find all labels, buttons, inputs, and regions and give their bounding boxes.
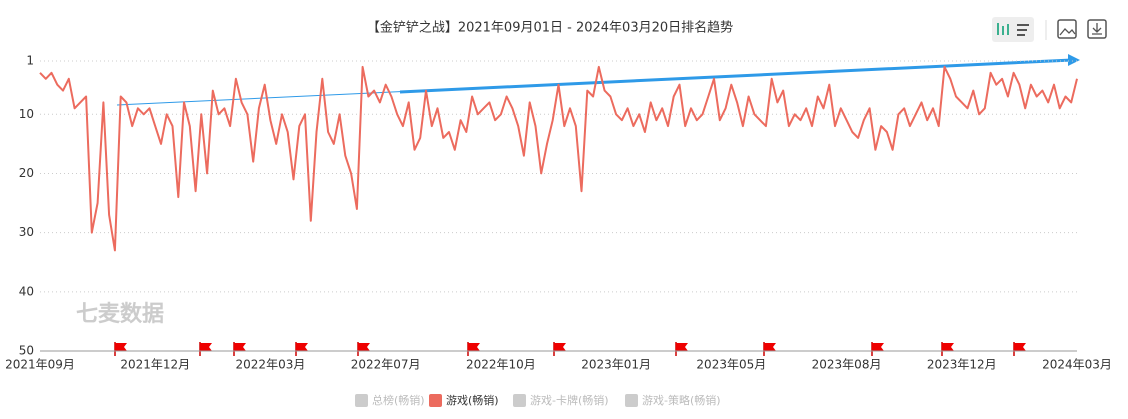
legend-label[interactable]: 游戏-策略(畅销)	[642, 393, 721, 407]
y-tick-label: 1	[26, 54, 34, 68]
y-tick-label: 10	[19, 107, 34, 121]
x-tick-label: 2021年09月	[5, 358, 75, 372]
chart-title: 【金铲铲之战】2021年09月01日 - 2024年03月20日排名趋势	[367, 20, 733, 36]
x-tick-label: 2022年10月	[466, 358, 536, 372]
y-tick-label: 50	[19, 344, 34, 358]
legend-swatch	[355, 394, 368, 407]
save-image-button[interactable]	[1057, 19, 1077, 39]
x-tick-label: 2023年08月	[812, 358, 882, 372]
flag	[234, 343, 246, 351]
trend-arrow	[399, 58, 1073, 94]
y-tick-label: 40	[19, 284, 34, 298]
flag	[468, 343, 480, 351]
flag	[296, 343, 308, 351]
legend-label[interactable]: 总榜(畅销)	[372, 393, 425, 407]
x-tick-label: 2023年05月	[696, 358, 766, 372]
x-tick-label: 2023年01月	[581, 358, 651, 372]
x-tick-label: 2022年07月	[351, 358, 421, 372]
flag	[358, 343, 370, 351]
series-line	[39, 65, 1078, 252]
flag	[1014, 343, 1026, 351]
flag	[554, 343, 566, 351]
flag	[764, 343, 776, 351]
flag	[676, 343, 688, 351]
trend-arrow-head	[1068, 54, 1080, 66]
y-tick-label: 30	[19, 225, 34, 239]
flag	[872, 343, 884, 351]
toolbar	[992, 17, 1107, 42]
event-flags	[114, 342, 1026, 356]
watermark: 七麦数据	[76, 301, 164, 327]
x-tick-label: 2023年12月	[927, 358, 997, 372]
flag	[115, 343, 127, 351]
legend-swatch	[625, 394, 638, 407]
x-tick-label: 2022年03月	[236, 358, 306, 372]
x-tick-label: 2021年12月	[120, 358, 190, 372]
legend-swatch	[513, 394, 526, 407]
x-tick-label: 2024年03月	[1042, 358, 1112, 372]
legend-label[interactable]: 游戏-卡牌(畅销)	[530, 393, 609, 407]
flag	[200, 343, 212, 351]
flag	[942, 343, 954, 351]
download-button[interactable]	[1087, 19, 1107, 39]
legend-label[interactable]: 游戏(畅销)	[446, 393, 499, 407]
legend-swatch	[429, 394, 442, 407]
y-tick-label: 20	[19, 166, 34, 180]
